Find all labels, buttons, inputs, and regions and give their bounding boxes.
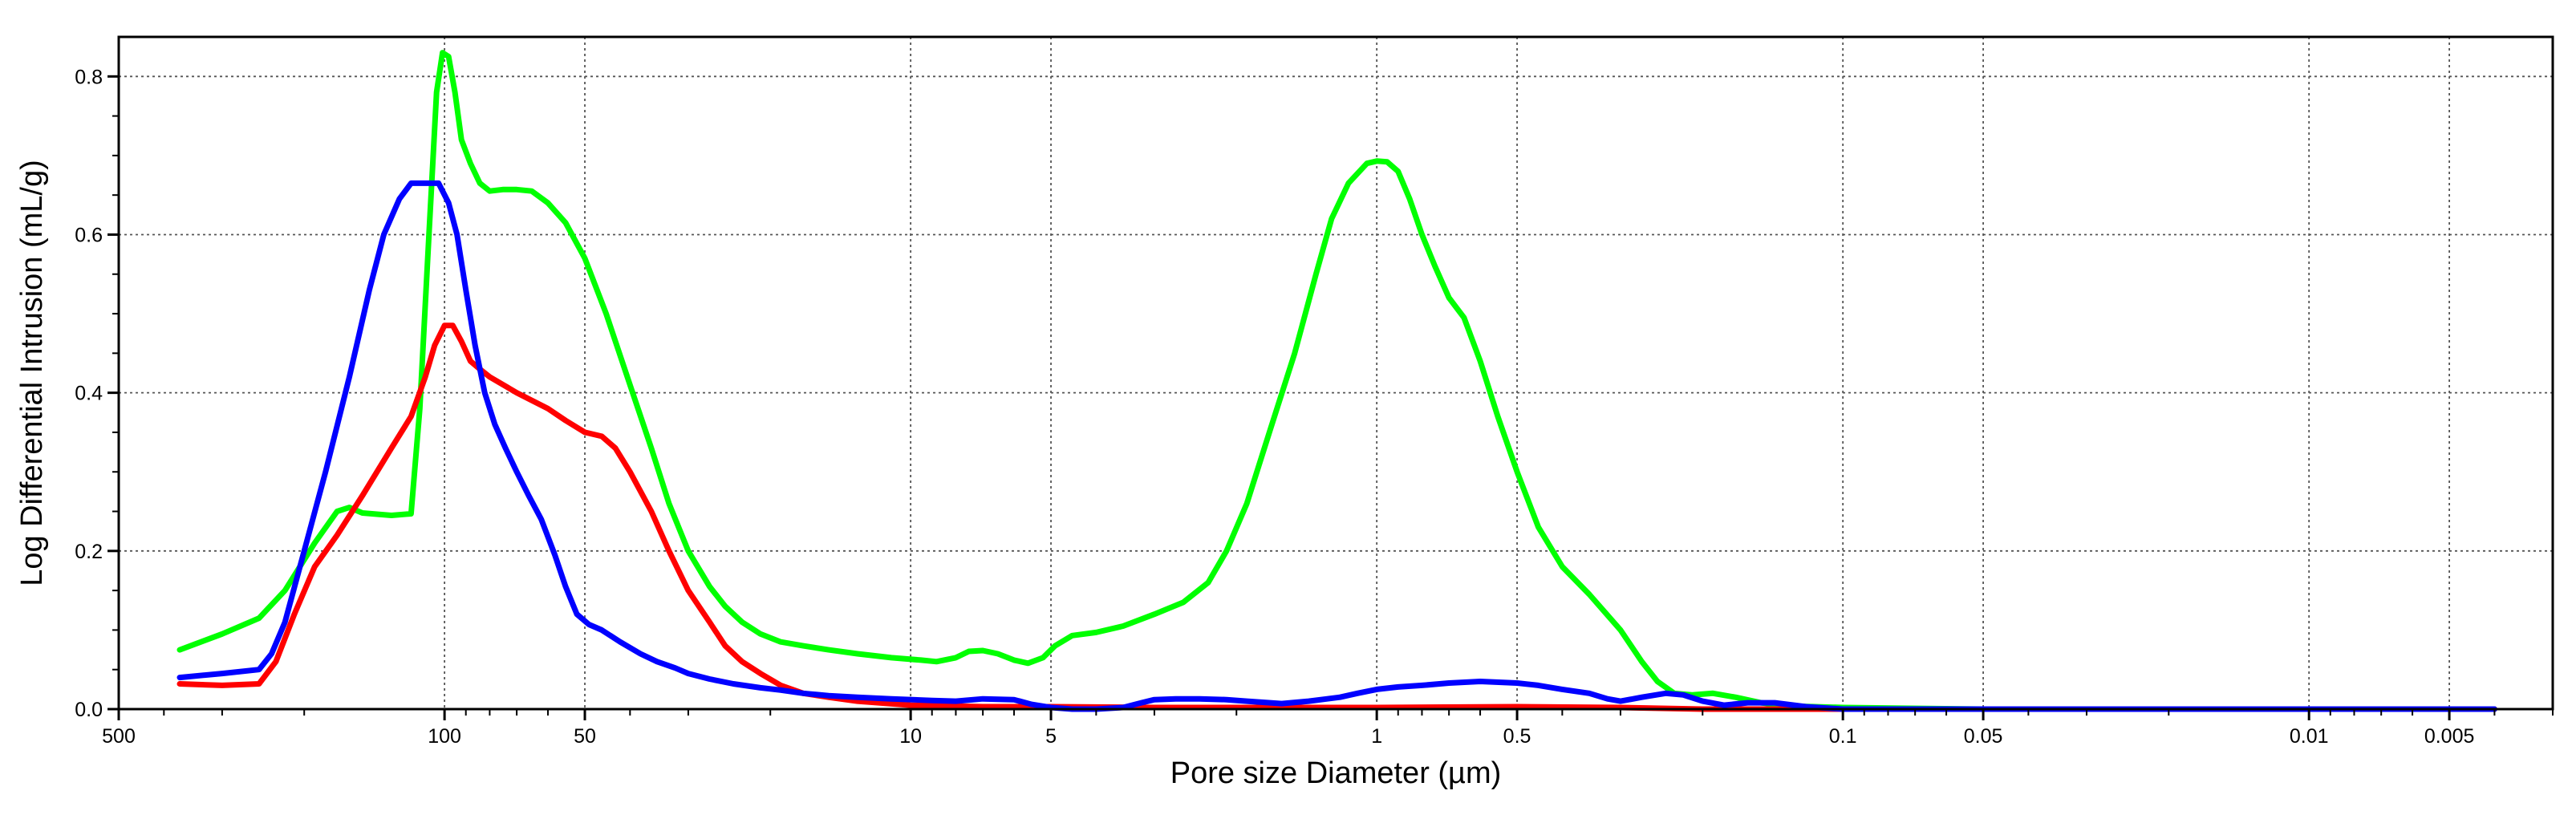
x-tick-label: 1	[1371, 725, 1382, 748]
y-tick-label: 0.0	[75, 699, 103, 721]
y-tick-label: 0.4	[75, 383, 103, 405]
series-line-3	[176, 180, 2497, 712]
x-tick-label: 0.005	[2424, 725, 2475, 748]
x-tick-label: 500	[102, 725, 136, 748]
y-tick-label: 0.8	[75, 66, 103, 88]
x-tick-label: 50	[574, 725, 596, 748]
plot-frame	[117, 35, 2554, 711]
grid-lines	[119, 37, 2553, 709]
series-line-1	[176, 50, 2497, 712]
x-tick-label: 0.1	[1829, 725, 1857, 748]
x-axis-title: Pore size Diameter (µm)	[1170, 756, 1502, 790]
x-tick-label: 0.01	[2290, 725, 2329, 748]
series-line-2	[176, 322, 2497, 712]
tick-labels: 500 100 50 10 5 1 0.5 0.1 0.05 0.01 0.005 0.0 0.2 0.4…	[75, 66, 2474, 748]
x-tick-label: 5	[1045, 725, 1057, 748]
x-tick-label: 0.05	[1964, 725, 2003, 748]
x-tick-label: 10	[899, 725, 922, 748]
y-tick-label: 0.2	[75, 541, 103, 563]
y-tick-label: 0.6	[75, 224, 103, 246]
x-tick-label: 100	[428, 725, 461, 748]
x-tick-label: 0.5	[1503, 725, 1531, 748]
y-axis-title: Log Differential Intrusion (mL/g)	[15, 160, 49, 586]
axis-ticks	[108, 75, 2554, 720]
series-lines	[176, 50, 2497, 712]
